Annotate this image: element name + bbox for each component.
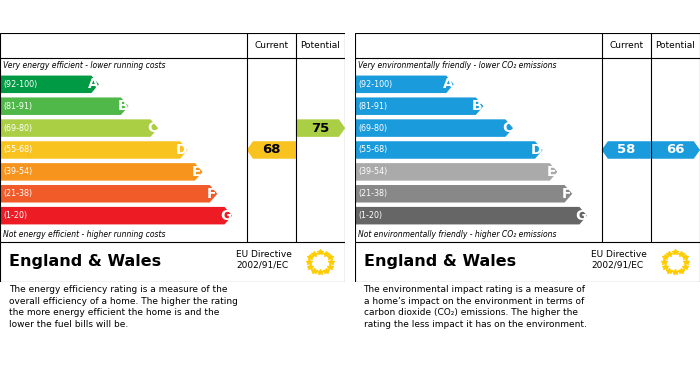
- Text: Not energy efficient - higher running costs: Not energy efficient - higher running co…: [4, 230, 166, 239]
- Text: (55-68): (55-68): [358, 145, 388, 154]
- Text: EU Directive
2002/91/EC: EU Directive 2002/91/EC: [592, 250, 648, 270]
- Polygon shape: [0, 207, 232, 224]
- Text: A: A: [442, 77, 454, 91]
- Text: Very energy efficient - lower running costs: Very energy efficient - lower running co…: [4, 61, 166, 70]
- Text: Potential: Potential: [655, 41, 695, 50]
- Polygon shape: [355, 163, 557, 181]
- Text: EU Directive
2002/91/EC: EU Directive 2002/91/EC: [237, 250, 293, 270]
- Polygon shape: [296, 119, 345, 137]
- Polygon shape: [0, 119, 158, 137]
- Text: The energy efficiency rating is a measure of the
overall efficiency of a home. T: The energy efficiency rating is a measur…: [8, 285, 237, 329]
- Text: G: G: [220, 209, 232, 222]
- Text: 58: 58: [617, 143, 636, 156]
- Text: (69-80): (69-80): [358, 124, 388, 133]
- Text: F: F: [561, 187, 571, 201]
- Polygon shape: [355, 185, 572, 203]
- Text: (92-100): (92-100): [4, 80, 38, 89]
- Text: Potential: Potential: [300, 41, 340, 50]
- Polygon shape: [0, 75, 99, 93]
- Text: A: A: [88, 77, 99, 91]
- Text: Current: Current: [254, 41, 288, 50]
- Text: E: E: [192, 165, 202, 179]
- Text: 68: 68: [262, 143, 281, 156]
- Text: B: B: [118, 99, 128, 113]
- Text: Energy Efficiency Rating: Energy Efficiency Rating: [8, 10, 192, 23]
- Text: E: E: [547, 165, 556, 179]
- Polygon shape: [355, 141, 542, 159]
- Text: (21-38): (21-38): [358, 189, 388, 198]
- Text: (92-100): (92-100): [358, 80, 393, 89]
- Polygon shape: [246, 141, 296, 159]
- Text: C: C: [502, 121, 512, 135]
- Polygon shape: [0, 185, 217, 203]
- Text: 75: 75: [312, 122, 330, 135]
- Text: (81-91): (81-91): [4, 102, 33, 111]
- Polygon shape: [0, 163, 202, 181]
- Text: England & Wales: England & Wales: [8, 255, 161, 269]
- Text: (39-54): (39-54): [4, 167, 33, 176]
- Polygon shape: [651, 141, 700, 159]
- Text: (69-80): (69-80): [4, 124, 33, 133]
- Text: Very environmentally friendly - lower CO₂ emissions: Very environmentally friendly - lower CO…: [358, 61, 557, 70]
- Text: F: F: [206, 187, 216, 201]
- Text: (55-68): (55-68): [4, 145, 33, 154]
- Polygon shape: [0, 141, 188, 159]
- Text: Environmental Impact (CO₂) Rating: Environmental Impact (CO₂) Rating: [363, 10, 626, 23]
- Text: Not environmentally friendly - higher CO₂ emissions: Not environmentally friendly - higher CO…: [358, 230, 557, 239]
- Polygon shape: [355, 207, 587, 224]
- Text: England & Wales: England & Wales: [363, 255, 516, 269]
- Polygon shape: [355, 119, 513, 137]
- Polygon shape: [0, 97, 129, 115]
- Text: The environmental impact rating is a measure of
a home’s impact on the environme: The environmental impact rating is a mea…: [363, 285, 587, 329]
- Text: (1-20): (1-20): [358, 211, 382, 220]
- Text: D: D: [531, 143, 542, 157]
- Text: 66: 66: [666, 143, 685, 156]
- Text: D: D: [176, 143, 188, 157]
- Text: (1-20): (1-20): [4, 211, 27, 220]
- Polygon shape: [355, 97, 484, 115]
- Text: (21-38): (21-38): [4, 189, 33, 198]
- Text: Current: Current: [609, 41, 643, 50]
- Polygon shape: [355, 75, 454, 93]
- Polygon shape: [601, 141, 651, 159]
- Text: (81-91): (81-91): [358, 102, 388, 111]
- Text: B: B: [473, 99, 483, 113]
- Text: G: G: [575, 209, 587, 222]
- Text: C: C: [147, 121, 158, 135]
- Text: (39-54): (39-54): [358, 167, 388, 176]
